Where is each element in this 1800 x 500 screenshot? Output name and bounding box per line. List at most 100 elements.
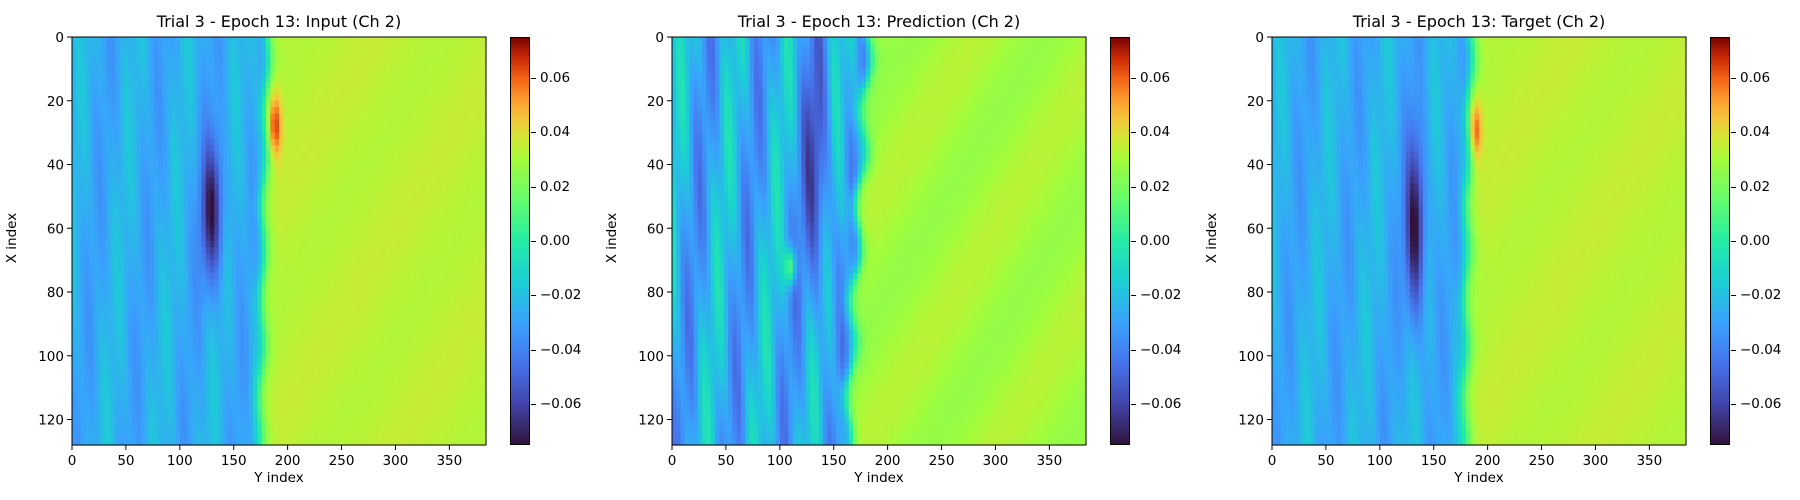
heatmap-cell bbox=[128, 362, 133, 370]
heatmap-cell bbox=[128, 94, 133, 102]
heatmap-cell bbox=[136, 362, 142, 370]
heatmap-cell bbox=[442, 107, 448, 115]
heatmap-cell bbox=[153, 62, 159, 70]
heatmap-cell bbox=[231, 56, 237, 64]
heatmap-cell bbox=[149, 170, 155, 178]
heatmap-cell bbox=[205, 279, 211, 287]
heatmap-cell bbox=[235, 132, 241, 140]
heatmap-cell bbox=[141, 107, 146, 115]
heatmap-cell bbox=[412, 221, 418, 229]
heatmap-cell bbox=[343, 107, 349, 115]
heatmap-cell bbox=[421, 330, 427, 338]
heatmap-cell bbox=[110, 330, 116, 338]
heatmap-cell bbox=[222, 56, 228, 64]
heatmap-cell bbox=[158, 253, 164, 261]
heatmap-cell bbox=[89, 164, 95, 172]
heatmap-cell bbox=[192, 196, 198, 204]
heatmap-cell bbox=[188, 151, 194, 159]
heatmap-cell bbox=[72, 62, 77, 70]
heatmap-cell bbox=[93, 253, 99, 261]
heatmap-cell bbox=[360, 158, 366, 166]
heatmap-cell bbox=[352, 43, 358, 51]
heatmap-cell bbox=[382, 221, 388, 229]
heatmap-cell bbox=[179, 170, 185, 178]
heatmap-cell bbox=[404, 355, 409, 363]
heatmap-cell bbox=[464, 68, 470, 76]
heatmap-cell bbox=[175, 113, 181, 121]
heatmap-cell bbox=[326, 304, 332, 312]
heatmap-cell bbox=[417, 164, 422, 172]
heatmap-cell bbox=[72, 368, 77, 376]
heatmap-cell bbox=[240, 68, 246, 76]
heatmap-cell bbox=[80, 247, 86, 255]
heatmap-cell bbox=[425, 68, 431, 76]
heatmap-cell bbox=[179, 221, 185, 229]
heatmap-cell bbox=[205, 317, 211, 325]
heatmap-cell bbox=[123, 209, 129, 217]
heatmap-cell bbox=[296, 75, 302, 83]
heatmap-cell bbox=[399, 323, 405, 331]
heatmap-cell bbox=[391, 221, 397, 229]
heatmap-cell bbox=[162, 260, 168, 268]
heatmap-cell bbox=[166, 234, 172, 242]
heatmap-cell bbox=[283, 151, 289, 159]
heatmap-cell bbox=[386, 37, 392, 44]
heatmap-cell bbox=[110, 37, 116, 44]
heatmap-cell bbox=[481, 285, 487, 293]
heatmap-cell bbox=[460, 100, 466, 108]
heatmap-cell bbox=[309, 260, 315, 268]
heatmap-cell bbox=[451, 311, 457, 319]
heatmap-cell bbox=[451, 43, 457, 51]
heatmap-cell bbox=[412, 311, 418, 319]
heatmap-cell bbox=[102, 107, 108, 115]
heatmap-cell bbox=[352, 272, 358, 280]
heatmap-cell bbox=[270, 119, 276, 127]
heatmap-cell bbox=[404, 209, 409, 217]
heatmap-cell bbox=[266, 56, 271, 64]
heatmap-cell bbox=[412, 323, 418, 331]
heatmap-cell bbox=[360, 241, 366, 248]
heatmap-cell bbox=[477, 75, 483, 83]
heatmap-cell bbox=[404, 323, 409, 331]
heatmap-cell bbox=[343, 158, 349, 166]
heatmap-cell bbox=[335, 183, 340, 191]
heatmap-cell bbox=[283, 113, 289, 121]
heatmap-cell bbox=[197, 81, 202, 89]
heatmap-cell bbox=[455, 170, 461, 178]
heatmap-cell bbox=[399, 336, 405, 344]
heatmap-cell bbox=[386, 292, 392, 299]
heatmap-cell bbox=[481, 228, 487, 236]
heatmap-cell bbox=[304, 43, 310, 51]
heatmap-cell bbox=[447, 43, 453, 51]
heatmap-cell bbox=[248, 266, 254, 274]
heatmap-cell bbox=[179, 241, 185, 248]
heatmap-cell bbox=[201, 75, 207, 83]
heatmap-cell bbox=[115, 49, 121, 57]
heatmap-cell bbox=[179, 119, 185, 127]
heatmap-cell bbox=[378, 362, 384, 370]
heatmap-cell bbox=[313, 209, 319, 217]
heatmap-cell bbox=[123, 228, 129, 236]
heatmap-cell bbox=[222, 362, 228, 370]
heatmap-cell bbox=[391, 139, 397, 146]
heatmap-cell bbox=[253, 164, 259, 172]
heatmap-cell bbox=[309, 317, 315, 325]
heatmap-cell bbox=[257, 221, 263, 229]
heatmap-cell bbox=[261, 362, 267, 370]
heatmap-cell bbox=[218, 88, 224, 95]
heatmap-cell bbox=[365, 260, 371, 268]
heatmap-cell bbox=[270, 132, 276, 140]
heatmap-cell bbox=[304, 107, 310, 115]
heatmap-cell bbox=[214, 196, 220, 204]
heatmap-cell bbox=[365, 100, 371, 108]
heatmap-cell bbox=[235, 68, 241, 76]
heatmap-cell bbox=[322, 234, 328, 242]
heatmap-cell bbox=[214, 304, 220, 312]
heatmap-cell bbox=[330, 145, 336, 153]
heatmap-cell bbox=[102, 247, 108, 255]
heatmap-cell bbox=[192, 43, 198, 51]
heatmap-cell bbox=[76, 145, 82, 153]
heatmap-cell bbox=[473, 323, 478, 331]
heatmap-cell bbox=[425, 260, 431, 268]
heatmap-cell bbox=[76, 292, 82, 299]
